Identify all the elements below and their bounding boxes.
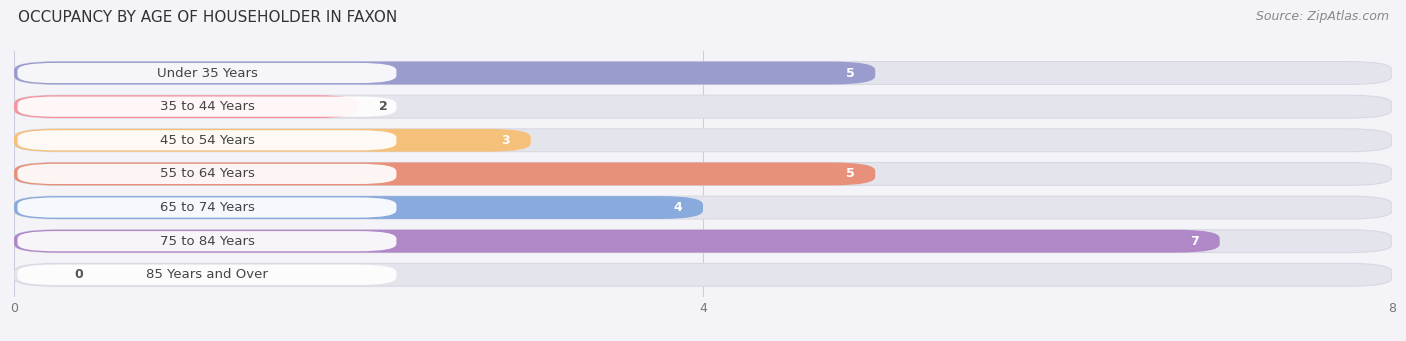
- Text: 7: 7: [1191, 235, 1199, 248]
- Text: 55 to 64 Years: 55 to 64 Years: [159, 167, 254, 180]
- FancyBboxPatch shape: [14, 230, 1219, 253]
- FancyBboxPatch shape: [14, 62, 875, 85]
- FancyBboxPatch shape: [17, 265, 396, 285]
- Text: 5: 5: [846, 167, 855, 180]
- Text: Under 35 Years: Under 35 Years: [156, 66, 257, 79]
- FancyBboxPatch shape: [14, 194, 1392, 221]
- Text: 3: 3: [502, 134, 510, 147]
- FancyBboxPatch shape: [14, 95, 359, 118]
- Text: 65 to 74 Years: 65 to 74 Years: [159, 201, 254, 214]
- Text: Source: ZipAtlas.com: Source: ZipAtlas.com: [1256, 10, 1389, 23]
- FancyBboxPatch shape: [14, 261, 1392, 288]
- FancyBboxPatch shape: [14, 62, 1392, 85]
- Text: 35 to 44 Years: 35 to 44 Years: [159, 100, 254, 113]
- FancyBboxPatch shape: [14, 93, 1392, 120]
- FancyBboxPatch shape: [14, 129, 1392, 152]
- Text: 4: 4: [673, 201, 682, 214]
- FancyBboxPatch shape: [14, 162, 1392, 186]
- FancyBboxPatch shape: [14, 162, 875, 186]
- FancyBboxPatch shape: [14, 196, 1392, 219]
- Text: 75 to 84 Years: 75 to 84 Years: [159, 235, 254, 248]
- FancyBboxPatch shape: [14, 161, 1392, 187]
- Text: OCCUPANCY BY AGE OF HOUSEHOLDER IN FAXON: OCCUPANCY BY AGE OF HOUSEHOLDER IN FAXON: [18, 10, 398, 25]
- FancyBboxPatch shape: [17, 231, 396, 251]
- FancyBboxPatch shape: [14, 196, 703, 219]
- FancyBboxPatch shape: [14, 228, 1392, 255]
- FancyBboxPatch shape: [17, 197, 396, 218]
- FancyBboxPatch shape: [14, 263, 1392, 286]
- Text: 85 Years and Over: 85 Years and Over: [146, 268, 269, 281]
- FancyBboxPatch shape: [17, 97, 396, 117]
- FancyBboxPatch shape: [14, 230, 1392, 253]
- FancyBboxPatch shape: [14, 129, 531, 152]
- FancyBboxPatch shape: [17, 63, 396, 83]
- Text: 5: 5: [846, 66, 855, 79]
- FancyBboxPatch shape: [17, 130, 396, 150]
- FancyBboxPatch shape: [14, 95, 1392, 118]
- FancyBboxPatch shape: [14, 127, 1392, 154]
- Text: 45 to 54 Years: 45 to 54 Years: [159, 134, 254, 147]
- Text: 2: 2: [380, 100, 388, 113]
- Text: 0: 0: [75, 268, 83, 281]
- FancyBboxPatch shape: [17, 164, 396, 184]
- FancyBboxPatch shape: [14, 60, 1392, 87]
